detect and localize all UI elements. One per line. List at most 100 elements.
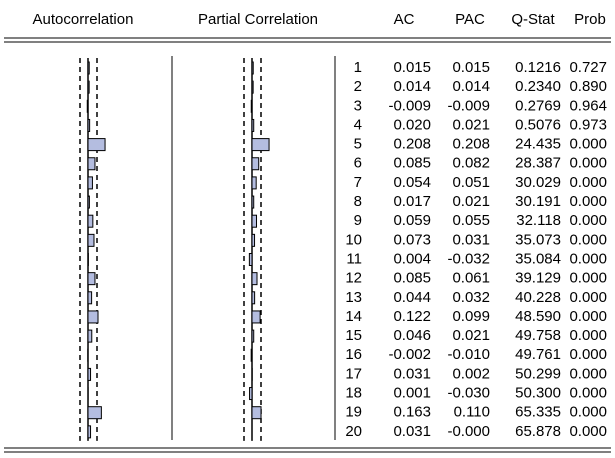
cell: 32.118 — [516, 212, 561, 229]
cell: 35.073 — [515, 231, 561, 248]
ac-bar — [87, 176, 93, 190]
lag: 18 — [345, 385, 362, 402]
cell: 0.000 — [569, 289, 607, 306]
lag: 12 — [345, 270, 362, 287]
cell: 0.031 — [393, 423, 431, 440]
cell: 39.129 — [515, 270, 561, 287]
cell: 0.110 — [454, 404, 490, 421]
cell: 0.000 — [569, 174, 607, 191]
cell: 48.590 — [515, 308, 561, 325]
lag: 3 — [354, 97, 362, 114]
cell: 0.727 — [569, 59, 607, 76]
lag: 15 — [345, 327, 362, 344]
ac-bar — [86, 99, 89, 113]
cell: 0.021 — [452, 327, 490, 344]
cell: 0.085 — [393, 270, 431, 287]
cell: 40.228 — [515, 289, 561, 306]
lag: 16 — [345, 346, 362, 363]
cell: 0.021 — [452, 193, 490, 210]
cell: 0.001 — [393, 385, 431, 402]
pac-bar — [251, 406, 262, 420]
cell: 0.061 — [452, 270, 490, 287]
cell: 0.000 — [569, 327, 607, 344]
cell: 0.2769 — [515, 97, 561, 114]
cell: -0.032 — [447, 250, 490, 267]
column-header: Partial Correlation — [198, 11, 318, 28]
cell: 0.051 — [452, 174, 490, 191]
column-header: Autocorrelation — [33, 11, 134, 28]
cell: 0.031 — [393, 365, 431, 382]
column-header: Prob — [574, 11, 606, 28]
cell: 0.000 — [569, 270, 607, 287]
pac-bar — [248, 253, 253, 266]
cell: 0.073 — [393, 231, 431, 248]
ac-bar — [87, 80, 90, 94]
cell: 0.208 — [393, 136, 431, 153]
cell: 0.059 — [393, 212, 431, 229]
pac-bar — [251, 329, 255, 343]
cell: 0.046 — [393, 327, 431, 344]
ac-bar — [87, 138, 106, 152]
pac-bar — [251, 272, 258, 286]
cell: 0.000 — [569, 308, 607, 325]
cell: 0.122 — [393, 308, 431, 325]
cell: 0.014 — [452, 78, 490, 95]
cell: 0.002 — [452, 365, 490, 382]
cell: 0.1216 — [515, 59, 561, 76]
lag: 9 — [354, 212, 362, 229]
pac-bar — [251, 214, 258, 228]
column-header: Q-Stat — [511, 11, 555, 28]
pac-bar — [251, 195, 255, 209]
lag: 8 — [354, 193, 362, 210]
cell: 0.054 — [393, 174, 431, 191]
cell: 49.758 — [515, 327, 561, 344]
pac-bar — [251, 118, 255, 132]
ac-bar — [87, 329, 93, 343]
cell: 0.055 — [452, 212, 490, 229]
cell: 50.299 — [515, 365, 561, 382]
cell: 24.435 — [515, 136, 561, 153]
cell: 0.2340 — [515, 78, 561, 95]
ac-bar — [87, 157, 96, 171]
ac-bar — [87, 406, 102, 420]
cell: 0.000 — [569, 365, 607, 382]
cell: 0.000 — [569, 136, 607, 153]
cell: 0.014 — [393, 78, 431, 95]
pac-bar — [251, 80, 254, 94]
lag: 5 — [354, 136, 362, 153]
ac-bar — [87, 272, 96, 286]
cell: 30.029 — [515, 174, 561, 191]
cell: 0.015 — [393, 59, 431, 76]
cell: 28.387 — [515, 155, 561, 172]
cell: 0.163 — [393, 404, 431, 421]
cell: -0.009 — [447, 97, 490, 114]
lag: 14 — [345, 308, 362, 325]
ac-bar — [87, 233, 95, 247]
cell: 50.300 — [515, 385, 561, 402]
cell: 65.878 — [515, 423, 561, 440]
cell: 0.890 — [569, 78, 607, 95]
lag: 17 — [345, 365, 362, 382]
cell: 0.000 — [569, 231, 607, 248]
cell: 35.084 — [515, 250, 561, 267]
cell: 0.004 — [393, 250, 431, 267]
cell: 0.099 — [452, 308, 490, 325]
cell: 0.020 — [393, 116, 431, 133]
lag: 4 — [354, 116, 362, 133]
cell: 0.973 — [569, 116, 607, 133]
lag: 19 — [345, 404, 362, 421]
lag: 2 — [354, 78, 362, 95]
lag: 13 — [345, 289, 362, 306]
lag: 7 — [354, 174, 362, 191]
cell: 0.017 — [393, 193, 431, 210]
cell: 0.000 — [569, 404, 607, 421]
cell: 0.208 — [452, 136, 490, 153]
cell: 0.000 — [569, 193, 607, 210]
lag: 11 — [346, 250, 362, 267]
pac-bar — [251, 291, 256, 305]
cell: -0.009 — [388, 97, 431, 114]
lag: 10 — [345, 231, 362, 248]
cell: 65.335 — [515, 404, 561, 421]
cell: 0.032 — [452, 289, 490, 306]
